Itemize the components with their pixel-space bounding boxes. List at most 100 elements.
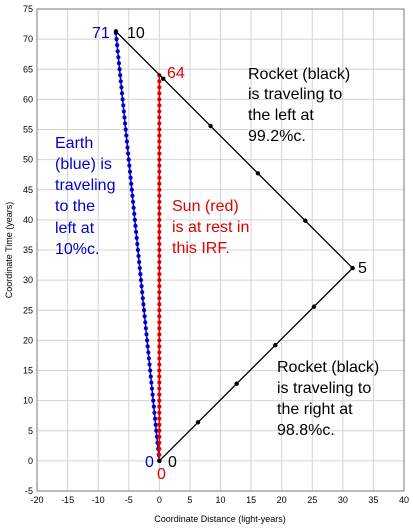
sun-point xyxy=(157,314,162,319)
x-tick-label: 30 xyxy=(338,495,348,505)
sun-point xyxy=(157,290,162,295)
rocket-point xyxy=(350,265,355,271)
rocket-point xyxy=(234,381,239,386)
plot-frame xyxy=(36,8,405,492)
rocket-point xyxy=(161,76,166,81)
sun-point xyxy=(157,296,162,301)
earth-point xyxy=(135,241,140,247)
sun-point xyxy=(157,247,162,253)
sun-point xyxy=(157,416,162,421)
rocket-point xyxy=(157,458,162,464)
sun-point xyxy=(157,103,162,108)
sun-point xyxy=(157,350,162,355)
sun-point xyxy=(157,278,162,283)
sun-point xyxy=(157,91,162,96)
sun-point xyxy=(157,145,162,150)
tick-labels: -20 -15 -10 -5 0 5 10 15 20 25 30 35 40 -5 0 5 10 15 20 25 3… xyxy=(23,4,409,505)
sun-point xyxy=(157,398,162,403)
sun-point xyxy=(157,163,162,168)
sun-point xyxy=(157,284,162,289)
earth-point xyxy=(121,103,126,108)
y-tick-label: 5 xyxy=(28,426,33,436)
x-tick-label: 0 xyxy=(157,495,162,505)
sun-point xyxy=(157,217,162,222)
earth-point xyxy=(134,235,139,241)
x-axis-title: Coordinate Distance (light-years) xyxy=(154,514,286,524)
rocket-start-label: 0 xyxy=(168,454,177,471)
earth-point xyxy=(118,79,123,84)
earth-point xyxy=(139,284,144,289)
earth-point xyxy=(135,247,141,253)
y-tick-label: 65 xyxy=(23,64,33,74)
earth-point xyxy=(132,217,137,222)
sun-point xyxy=(157,151,162,156)
earth-point xyxy=(151,404,156,409)
sun-end-label: 64 xyxy=(167,65,185,82)
earth-start-label: 0 xyxy=(145,454,154,471)
y-tick-label: 20 xyxy=(23,335,33,345)
earth-point xyxy=(124,139,130,144)
sun-point xyxy=(157,320,162,325)
sun-point xyxy=(157,440,162,445)
earth-point xyxy=(119,91,125,96)
earth-point xyxy=(140,290,145,295)
rocket-point xyxy=(303,218,308,223)
earth-point xyxy=(146,356,152,361)
earth-point xyxy=(132,211,137,216)
sun-point xyxy=(157,265,162,271)
earth-point xyxy=(142,314,147,319)
sun-point xyxy=(157,169,162,174)
sun-point xyxy=(157,452,162,457)
y-tick-label: 30 xyxy=(23,275,33,285)
earth-point xyxy=(151,398,156,403)
sun-point xyxy=(157,97,162,102)
x-tick-label: 20 xyxy=(277,495,287,505)
sun-point xyxy=(157,181,162,186)
earth-point xyxy=(116,61,122,66)
earth-point xyxy=(152,416,158,421)
y-tick-label: 25 xyxy=(23,305,33,315)
sun-point xyxy=(157,434,162,439)
sun-point xyxy=(157,374,162,379)
sun-point xyxy=(157,338,162,343)
earth-point xyxy=(120,97,125,102)
x-tick-label: 35 xyxy=(368,495,378,505)
rocket-point xyxy=(208,123,213,129)
earth-point xyxy=(143,320,148,325)
sun-point xyxy=(157,404,162,409)
earth-point xyxy=(153,422,158,427)
sun-point xyxy=(157,79,162,84)
sun-point xyxy=(157,133,162,138)
sun-point xyxy=(157,211,162,216)
earth-point xyxy=(127,163,132,168)
sun-point xyxy=(157,392,162,397)
x-tick-label: -20 xyxy=(30,495,43,505)
earth-point xyxy=(127,169,133,174)
sun-point xyxy=(157,422,162,427)
earth-point xyxy=(140,296,145,301)
earth-point xyxy=(117,67,122,72)
earth-point xyxy=(119,85,124,90)
x-tick-label: -15 xyxy=(61,495,74,505)
earth-point xyxy=(141,302,146,307)
earth-point xyxy=(126,157,131,162)
y-axis-title: Coordinate Time (years) xyxy=(4,202,14,299)
earth-point xyxy=(118,73,123,78)
earth-point xyxy=(141,308,147,313)
annotation-sun: Sun (red) is at rest in this IRF. xyxy=(172,198,254,257)
earth-point xyxy=(138,272,143,277)
sun-point xyxy=(157,302,162,307)
x-tick-label: 25 xyxy=(307,495,317,505)
earth-end-label: 71 xyxy=(92,25,110,42)
x-tick-label: 15 xyxy=(246,495,256,505)
rocket-point xyxy=(195,420,201,425)
earth-point xyxy=(133,229,139,235)
earth-point xyxy=(115,43,120,48)
earth-point xyxy=(130,199,136,204)
earth-point xyxy=(145,344,150,349)
sun-point xyxy=(157,199,162,204)
sun-point xyxy=(157,157,162,162)
sun-point xyxy=(157,223,162,228)
earth-point xyxy=(148,374,153,379)
